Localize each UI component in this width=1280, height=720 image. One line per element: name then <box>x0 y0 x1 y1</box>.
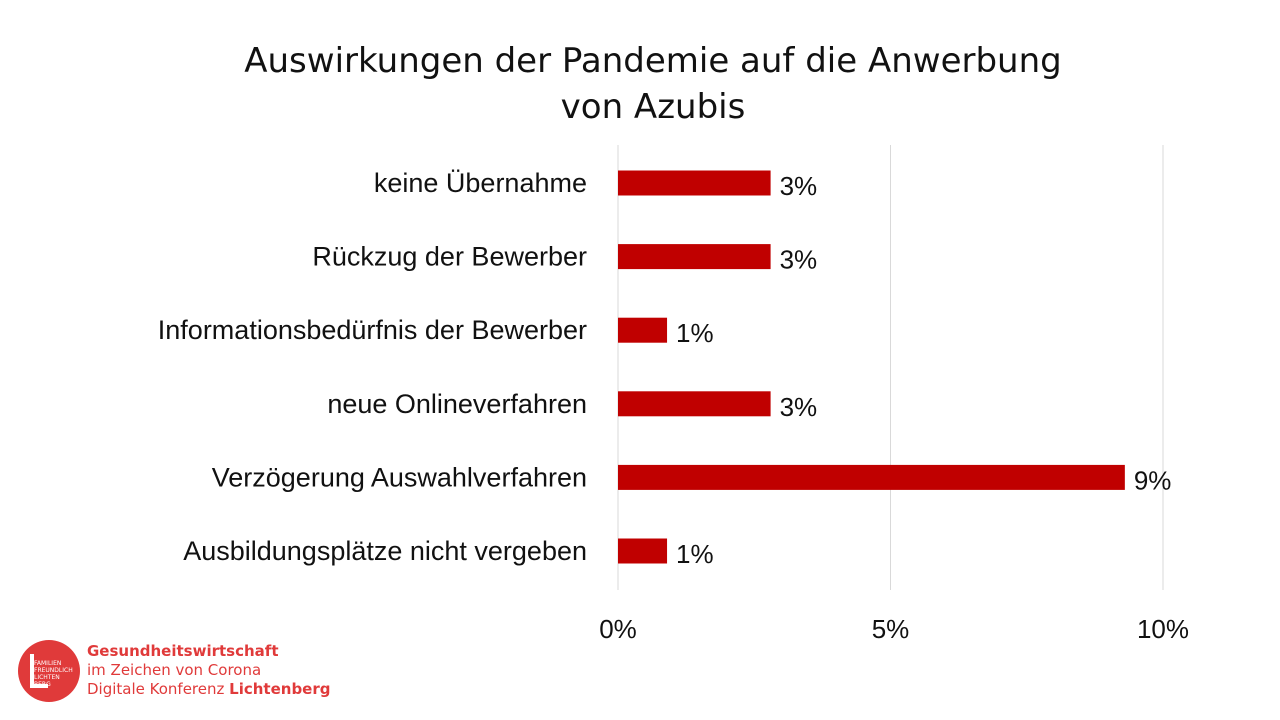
chart-title: Auswirkungen der Pandemie auf die Anwerb… <box>0 38 1280 130</box>
chart-title-line1: Auswirkungen der Pandemie auf die Anwerb… <box>244 41 1062 81</box>
category-label: Rückzug der Bewerber <box>312 242 587 272</box>
data-label: 3% <box>780 171 818 201</box>
data-label: 3% <box>780 245 818 275</box>
category-label: Informationsbedürfnis der Bewerber <box>158 315 587 345</box>
chart-title-line2: von Azubis <box>560 87 746 127</box>
logo-line1: Gesundheitswirtschaft <box>87 642 279 660</box>
category-label: neue Onlineverfahren <box>327 389 587 419</box>
bar <box>618 317 668 343</box>
logo-line3: Digitale Konferenz Lichtenberg <box>87 680 331 699</box>
logo-line2: im Zeichen von Corona <box>87 661 262 679</box>
bar <box>618 391 771 417</box>
logo-line3-prefix: Digitale Konferenz <box>87 680 230 698</box>
bar <box>618 244 771 270</box>
data-label: 9% <box>1134 465 1172 495</box>
bar <box>618 538 668 564</box>
conference-logo: FAMILIEN FREUNDLICH LICHTEN BERG Gesundh… <box>18 640 348 710</box>
logo-badge: FAMILIEN FREUNDLICH LICHTEN BERG <box>18 640 80 702</box>
logo-badge-text: FAMILIEN FREUNDLICH LICHTEN BERG <box>34 660 73 688</box>
category-label: Verzögerung Auswahlverfahren <box>212 462 587 492</box>
data-label: 3% <box>780 392 818 422</box>
category-label: keine Übernahme <box>374 168 587 198</box>
x-tick-label: 10% <box>1137 614 1189 644</box>
logo-line3-bold: Lichtenberg <box>229 680 331 698</box>
category-label: Ausbildungsplätze nicht vergeben <box>183 536 587 566</box>
bar <box>618 170 771 196</box>
x-tick-label: 5% <box>872 614 910 644</box>
x-tick-label: 0% <box>599 614 637 644</box>
bar <box>618 464 1125 490</box>
data-label: 1% <box>676 318 714 348</box>
data-label: 1% <box>676 539 714 569</box>
logo-text: Gesundheitswirtschaft im Zeichen von Cor… <box>87 642 331 699</box>
